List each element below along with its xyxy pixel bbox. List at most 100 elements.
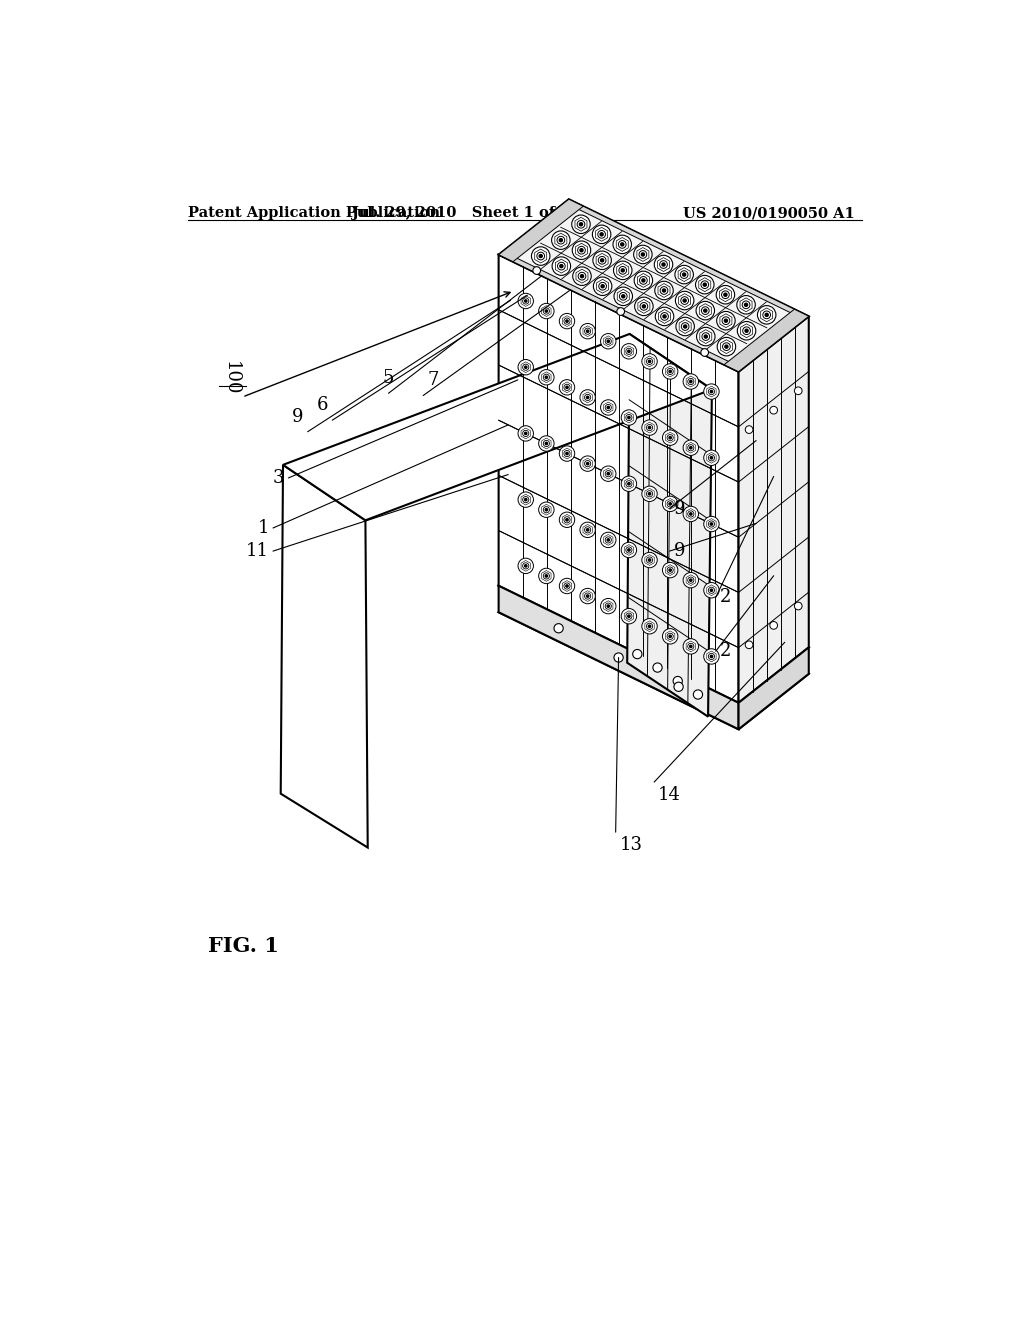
Circle shape <box>680 271 688 279</box>
Circle shape <box>725 345 728 348</box>
Circle shape <box>578 220 585 228</box>
Circle shape <box>524 366 527 368</box>
Circle shape <box>745 426 753 433</box>
Circle shape <box>648 558 650 561</box>
Circle shape <box>711 457 713 459</box>
Text: 6: 6 <box>317 396 329 414</box>
Circle shape <box>628 483 630 484</box>
Circle shape <box>540 255 543 257</box>
Circle shape <box>580 523 595 537</box>
Text: 9: 9 <box>674 500 685 517</box>
Circle shape <box>587 529 589 531</box>
Circle shape <box>633 649 642 659</box>
Text: 9: 9 <box>674 543 685 560</box>
Circle shape <box>622 269 625 272</box>
Circle shape <box>587 462 589 465</box>
Text: Jul. 29, 2010   Sheet 1 of 8: Jul. 29, 2010 Sheet 1 of 8 <box>352 206 570 220</box>
Circle shape <box>628 615 630 618</box>
Circle shape <box>648 492 650 495</box>
Circle shape <box>701 333 710 341</box>
Circle shape <box>646 623 652 630</box>
Polygon shape <box>281 465 368 847</box>
Polygon shape <box>281 334 712 847</box>
Circle shape <box>622 343 637 359</box>
Circle shape <box>703 582 719 598</box>
Circle shape <box>566 585 568 587</box>
Circle shape <box>683 273 686 276</box>
Polygon shape <box>628 334 712 717</box>
Circle shape <box>518 426 534 441</box>
Circle shape <box>518 293 534 309</box>
Circle shape <box>695 276 714 294</box>
Circle shape <box>564 384 570 391</box>
Circle shape <box>689 579 692 581</box>
Circle shape <box>640 277 647 284</box>
Circle shape <box>557 236 564 244</box>
Circle shape <box>717 312 735 330</box>
Circle shape <box>655 308 674 326</box>
Circle shape <box>544 507 550 512</box>
Circle shape <box>580 223 583 226</box>
Circle shape <box>700 348 709 356</box>
Circle shape <box>663 628 678 644</box>
Circle shape <box>524 432 527 434</box>
Circle shape <box>676 292 694 310</box>
Circle shape <box>688 643 694 649</box>
Text: 2: 2 <box>720 643 731 660</box>
Circle shape <box>683 639 698 655</box>
Circle shape <box>696 301 715 319</box>
Circle shape <box>539 568 554 583</box>
Circle shape <box>545 574 548 577</box>
Circle shape <box>683 507 698 521</box>
Circle shape <box>601 285 604 288</box>
Polygon shape <box>724 309 809 372</box>
Circle shape <box>688 445 694 451</box>
Circle shape <box>559 380 574 395</box>
Circle shape <box>663 315 666 318</box>
Circle shape <box>648 426 650 429</box>
Circle shape <box>545 376 548 379</box>
Circle shape <box>607 407 609 409</box>
Circle shape <box>579 272 586 280</box>
Circle shape <box>654 281 673 300</box>
Circle shape <box>600 598 616 614</box>
Circle shape <box>585 461 591 467</box>
Text: 2: 2 <box>720 589 731 606</box>
Circle shape <box>711 391 713 393</box>
Circle shape <box>711 523 713 525</box>
Circle shape <box>605 338 611 345</box>
Circle shape <box>703 384 719 399</box>
Circle shape <box>648 626 650 627</box>
Circle shape <box>580 389 595 405</box>
Circle shape <box>667 500 673 507</box>
Circle shape <box>626 348 632 354</box>
Circle shape <box>605 404 611 411</box>
Circle shape <box>663 364 678 379</box>
Circle shape <box>626 480 632 487</box>
Circle shape <box>667 368 673 375</box>
Circle shape <box>709 653 715 660</box>
Circle shape <box>592 226 611 244</box>
Circle shape <box>605 603 611 610</box>
Circle shape <box>593 251 611 269</box>
Circle shape <box>600 466 616 482</box>
Text: 7: 7 <box>427 371 438 389</box>
Circle shape <box>524 499 527 500</box>
Circle shape <box>552 257 570 276</box>
Circle shape <box>539 304 554 318</box>
Polygon shape <box>499 199 809 372</box>
Circle shape <box>745 329 749 333</box>
Circle shape <box>642 279 645 282</box>
Circle shape <box>600 532 616 548</box>
Circle shape <box>639 251 647 259</box>
Circle shape <box>628 416 630 418</box>
Circle shape <box>618 267 627 275</box>
Circle shape <box>622 409 637 425</box>
Circle shape <box>622 294 625 298</box>
Circle shape <box>599 282 606 290</box>
Circle shape <box>717 338 735 356</box>
Circle shape <box>614 653 624 663</box>
Circle shape <box>626 414 632 421</box>
Circle shape <box>688 379 694 384</box>
Circle shape <box>646 557 652 564</box>
